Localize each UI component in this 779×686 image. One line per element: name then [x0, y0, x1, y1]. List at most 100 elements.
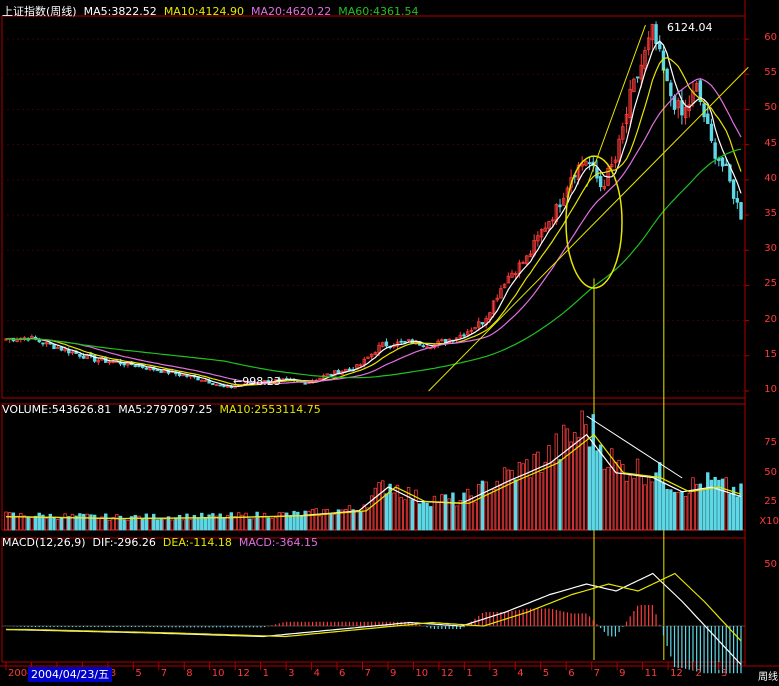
- volume-bar: [166, 516, 171, 531]
- volume-bar: [362, 504, 366, 531]
- volume-bar: [458, 500, 462, 531]
- volume-bar: [200, 512, 204, 531]
- volume-bar: [414, 489, 418, 531]
- candle-body: [639, 64, 643, 80]
- volume-bar: [717, 479, 721, 531]
- volume-bar: [321, 509, 326, 531]
- candle-body: [635, 76, 640, 79]
- price-y-tick: 45: [764, 137, 777, 149]
- volume-bar: [584, 424, 588, 531]
- x-tick-label: 1: [466, 668, 473, 679]
- low-price-value: 998.23: [242, 375, 281, 388]
- volume-bar: [373, 487, 378, 531]
- x-tick-label: 9: [389, 668, 397, 679]
- ma60-line: [5, 148, 742, 379]
- volume-bar: [573, 432, 577, 531]
- candle-body: [547, 221, 551, 229]
- candle-body: [669, 82, 673, 97]
- volume-bar: [539, 472, 544, 531]
- volume-bar: [41, 514, 45, 531]
- volume-bar: [628, 475, 632, 531]
- volume-bar: [547, 445, 551, 531]
- x-tick-label: 2: [695, 668, 702, 679]
- volume-bar: [454, 505, 459, 531]
- volume-bar: [528, 477, 533, 531]
- volume-bar: [118, 515, 123, 531]
- volume-bar: [211, 513, 215, 531]
- volume-bar: [643, 484, 647, 531]
- volume-bar: [650, 481, 655, 531]
- candle-body: [536, 235, 540, 242]
- volume-value-label: VOLUME:543626.81: [2, 403, 112, 416]
- candle-body: [480, 322, 485, 325]
- volume-bar: [702, 490, 706, 531]
- candle-body: [421, 345, 426, 348]
- candle-body: [137, 365, 141, 367]
- candle-body: [720, 157, 725, 167]
- x-tick-label: 6: [339, 668, 346, 679]
- candle-body: [584, 160, 588, 166]
- volume-bar: [347, 505, 352, 531]
- x-tick-label: 3: [491, 668, 499, 679]
- candle-body: [63, 348, 67, 352]
- volume-bar: [314, 508, 318, 531]
- x-tick-label: 5: [542, 668, 550, 679]
- macd-y-tick: 50: [764, 559, 777, 570]
- x-tick-label: 11: [644, 668, 658, 679]
- volume-bar: [484, 481, 488, 531]
- volume-bar: [587, 446, 592, 531]
- volume-bar: [67, 516, 71, 531]
- candle-body: [731, 179, 736, 199]
- volume-panel-header: VOLUME:543626.81 MA5:2797097.25 MA10:25531…: [2, 403, 328, 416]
- candle-body: [344, 368, 348, 372]
- macd-dea-line: [6, 572, 742, 642]
- candle-body: [488, 312, 492, 320]
- volume-bar: [325, 509, 330, 531]
- volume-bar: [262, 512, 267, 531]
- volume-bar: [602, 468, 607, 531]
- candle-body: [329, 373, 333, 376]
- volume-bar: [661, 482, 666, 531]
- candle-body: [613, 159, 618, 164]
- volume-bar: [159, 518, 163, 531]
- volume-bar: [517, 461, 522, 531]
- volume-bar: [299, 515, 304, 531]
- volume-bar: [52, 516, 56, 531]
- period-label[interactable]: 周线: [758, 672, 778, 683]
- volume-bar: [462, 492, 466, 531]
- volume-bar: [277, 512, 282, 531]
- macd-dif-label: DIF:-296.26: [92, 536, 156, 549]
- volume-bar: [513, 479, 518, 531]
- candle-body: [203, 379, 208, 382]
- volume-bar: [669, 489, 673, 531]
- ma10-line: [5, 57, 742, 387]
- candle-body: [643, 50, 647, 69]
- candle-body: [735, 198, 740, 203]
- candle-body: [56, 347, 60, 349]
- volume-bar: [281, 512, 285, 531]
- price-y-tick: 15: [764, 348, 777, 360]
- x-tick-label: 9: [619, 668, 626, 679]
- volume-bar: [37, 512, 41, 531]
- volume-bar: [33, 515, 38, 531]
- candle-body: [506, 275, 511, 284]
- candle-body: [440, 339, 444, 342]
- candle-body: [92, 354, 97, 362]
- volume-bar: [255, 511, 259, 531]
- volume-bar: [550, 461, 555, 531]
- candle-body: [587, 162, 592, 165]
- volume-bar: [152, 513, 156, 531]
- volume-ma10-label: MA10:2553114.75: [219, 403, 321, 416]
- candle-body: [477, 321, 481, 328]
- volume-bar: [85, 513, 89, 531]
- volume-bar: [369, 495, 374, 531]
- volume-bar: [111, 517, 115, 531]
- volume-bar: [377, 482, 381, 531]
- volume-bar: [698, 483, 703, 531]
- volume-bar: [417, 503, 422, 531]
- candle-body: [4, 338, 8, 341]
- volume-bar: [266, 517, 270, 531]
- volume-bar: [569, 441, 573, 531]
